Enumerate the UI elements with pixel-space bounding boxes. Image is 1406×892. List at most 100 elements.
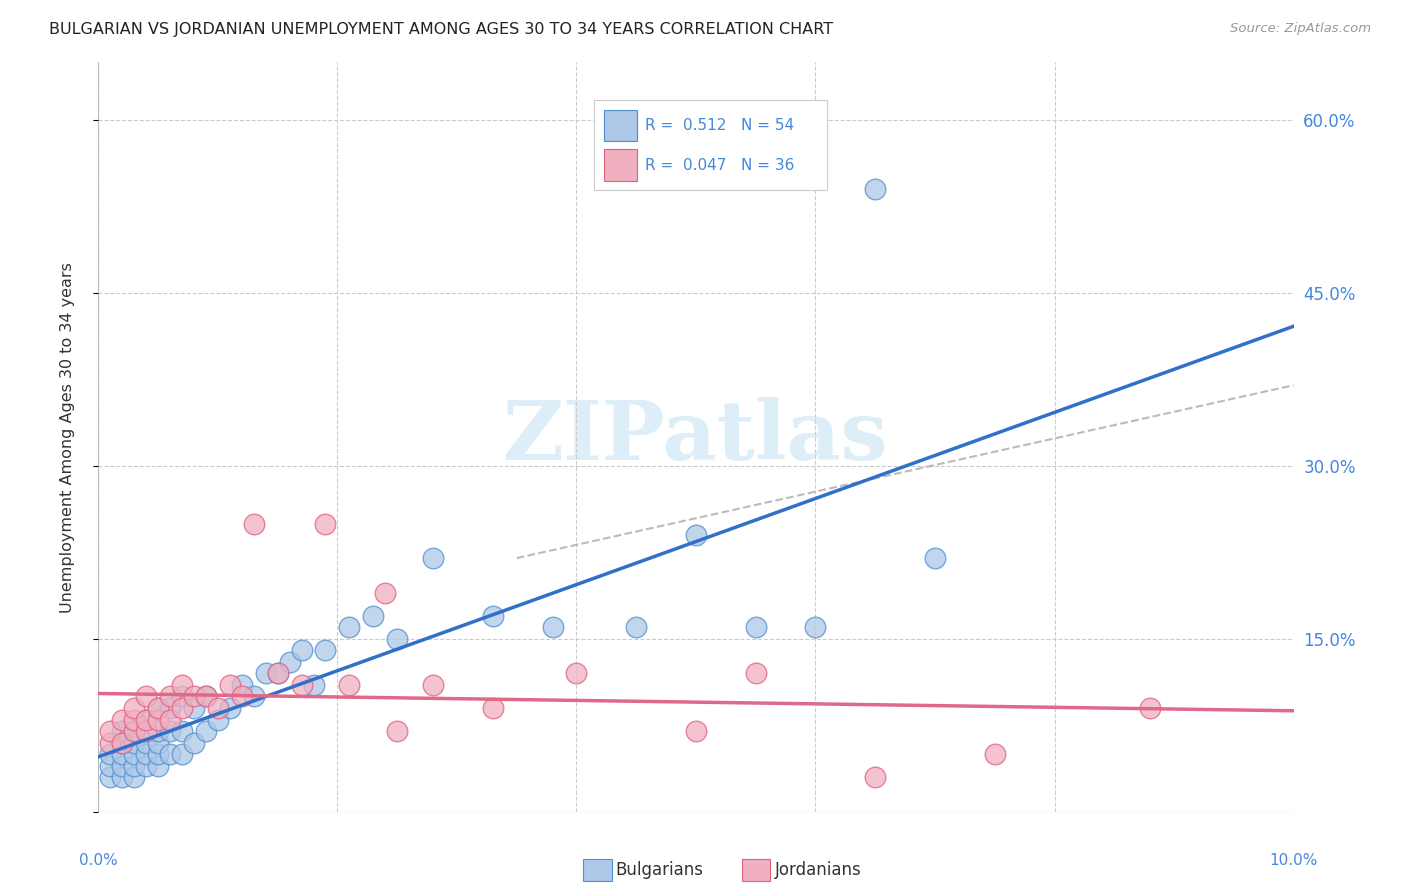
Point (135, 747, 157, 761)
Point (302, 678, 325, 692)
Point (374, 585, 396, 599)
Point (124, 735, 146, 749)
Point (111, 758, 134, 772)
Text: BULGARIAN VS JORDANIAN UNEMPLOYMENT AMONG AGES 30 TO 34 YEARS CORRELATION CHART: BULGARIAN VS JORDANIAN UNEMPLOYMENT AMON… (49, 22, 834, 37)
Point (685, 724, 707, 739)
Point (159, 701, 181, 715)
Point (98, 724, 122, 739)
Point (195, 724, 218, 739)
Point (159, 690, 181, 704)
Point (865, 182, 887, 196)
Point (124, 724, 146, 739)
Point (98, 770, 122, 784)
Point (148, 713, 170, 727)
Point (195, 690, 218, 704)
Point (159, 724, 181, 739)
Point (278, 655, 301, 669)
Point (315, 516, 337, 531)
Point (111, 735, 134, 749)
Point (254, 666, 277, 681)
Point (135, 758, 157, 772)
Point (148, 724, 170, 739)
Point (865, 770, 887, 784)
Point (685, 528, 707, 542)
Point (745, 620, 768, 634)
Point (98, 747, 122, 761)
Point (111, 713, 134, 727)
Y-axis label: Unemployment Among Ages 30 to 34 years: Unemployment Among Ages 30 to 34 years (60, 261, 75, 613)
Point (243, 516, 266, 531)
Point (159, 713, 181, 727)
Point (745, 666, 768, 681)
Point (172, 747, 194, 761)
Point (124, 701, 146, 715)
Point (231, 690, 253, 704)
Point (148, 701, 170, 715)
Point (111, 770, 134, 784)
Point (565, 666, 588, 681)
Text: R =  0.047   N = 36: R = 0.047 N = 36 (644, 158, 794, 172)
Point (111, 735, 134, 749)
Point (339, 620, 361, 634)
Point (267, 666, 290, 681)
Text: Source: ZipAtlas.com: Source: ZipAtlas.com (1230, 22, 1371, 36)
Point (124, 770, 146, 784)
Point (135, 713, 157, 727)
Point (172, 701, 194, 715)
Point (804, 620, 827, 634)
Text: ZIPatlas: ZIPatlas (503, 397, 889, 477)
Text: 0.0%: 0.0% (79, 853, 118, 868)
Point (135, 724, 157, 739)
Point (111, 747, 134, 761)
Point (172, 690, 194, 704)
Text: R =  0.512   N = 54: R = 0.512 N = 54 (644, 118, 794, 133)
Point (482, 701, 505, 715)
Point (148, 735, 170, 749)
Point (183, 690, 205, 704)
Point (124, 713, 146, 727)
FancyBboxPatch shape (605, 149, 637, 181)
Point (98, 735, 122, 749)
Point (195, 690, 218, 704)
Point (291, 643, 314, 657)
Text: Jordanians: Jordanians (775, 861, 862, 879)
Point (315, 643, 337, 657)
Point (385, 632, 409, 646)
Point (124, 747, 146, 761)
Point (148, 758, 170, 772)
Point (626, 620, 648, 634)
Point (135, 713, 157, 727)
Point (385, 724, 409, 739)
Point (124, 758, 146, 772)
Point (148, 701, 170, 715)
Point (219, 701, 242, 715)
Point (111, 724, 134, 739)
Point (159, 747, 181, 761)
Point (124, 724, 146, 739)
Point (1139, 701, 1161, 715)
Point (148, 747, 170, 761)
Point (207, 713, 229, 727)
FancyBboxPatch shape (595, 100, 827, 190)
Point (172, 724, 194, 739)
Point (541, 620, 564, 634)
Point (243, 690, 266, 704)
Point (984, 747, 1007, 761)
Point (482, 608, 505, 623)
Point (135, 690, 157, 704)
Point (231, 678, 253, 692)
Point (219, 678, 242, 692)
Text: Bulgarians: Bulgarians (616, 861, 704, 879)
Text: 10.0%: 10.0% (1270, 853, 1317, 868)
Point (339, 678, 361, 692)
Point (267, 666, 290, 681)
Point (291, 678, 314, 692)
Point (422, 678, 444, 692)
Point (422, 551, 444, 566)
Point (924, 551, 946, 566)
Point (135, 735, 157, 749)
Point (183, 735, 205, 749)
Point (98, 758, 122, 772)
Point (207, 701, 229, 715)
FancyBboxPatch shape (605, 110, 637, 141)
